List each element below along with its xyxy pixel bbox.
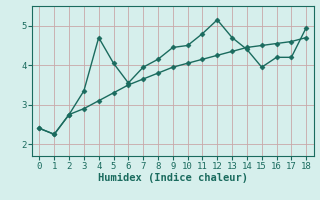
X-axis label: Humidex (Indice chaleur): Humidex (Indice chaleur) [98,173,248,183]
